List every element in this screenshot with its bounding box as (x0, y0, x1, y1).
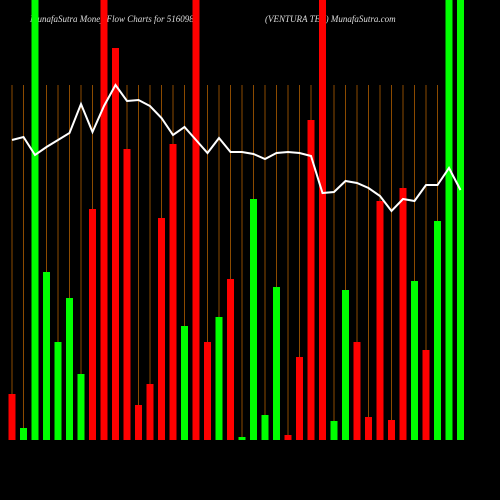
bar (376, 201, 384, 440)
bar (296, 357, 303, 440)
bar (169, 144, 177, 440)
chart-subtitle: (VENTURA TEX) MunafaSutra.com (265, 14, 396, 24)
bar (411, 281, 418, 440)
bar (388, 420, 395, 440)
bar (43, 272, 50, 440)
bar (365, 417, 372, 440)
bar (273, 287, 280, 440)
bar (146, 384, 154, 440)
bar (89, 209, 96, 440)
bar (434, 221, 441, 440)
bar (399, 188, 407, 440)
bar (192, 0, 200, 440)
bar (319, 0, 326, 440)
bar (307, 120, 315, 440)
bar (20, 428, 27, 440)
chart-title: MunafaSutra Money Flow Charts for 516098 (29, 14, 194, 24)
bar (77, 374, 85, 440)
bar (215, 317, 223, 440)
bar (422, 350, 430, 440)
bar (31, 0, 39, 440)
bar (227, 279, 234, 440)
money-flow-line (11, 83, 462, 213)
bar (261, 415, 269, 440)
bar (342, 290, 349, 440)
bar (445, 0, 453, 440)
bar (8, 394, 16, 440)
bar (238, 437, 246, 440)
bar (158, 218, 165, 440)
bar (181, 326, 188, 440)
bar (112, 48, 119, 440)
bar (66, 298, 73, 440)
bar (330, 421, 338, 440)
bar (135, 405, 142, 440)
bar (250, 199, 257, 440)
bar (100, 0, 108, 440)
bar (123, 149, 131, 440)
bar (54, 342, 62, 440)
bar (204, 342, 211, 440)
bar (353, 342, 361, 440)
bar (284, 435, 292, 440)
bar (457, 0, 464, 440)
